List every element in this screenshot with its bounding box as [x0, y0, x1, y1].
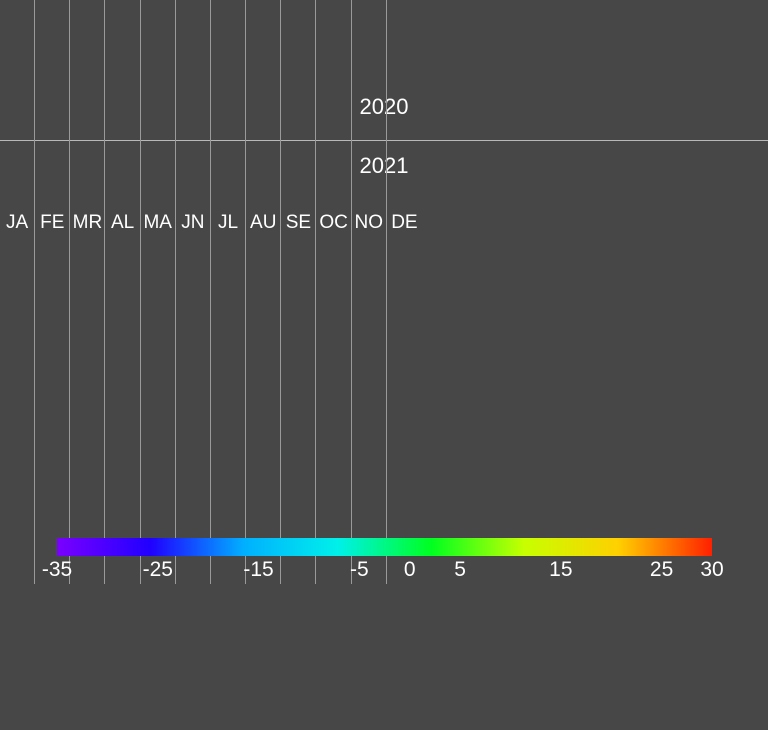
year-label-2021: 2021 [359, 153, 409, 178]
month-label-fe: FE [40, 212, 65, 233]
colorbar-tick-label: -35 [41, 558, 73, 581]
month-column-au: AU [246, 0, 282, 584]
month-label-jl: JL [218, 212, 239, 233]
month-column-jn: JN [176, 0, 211, 584]
colorbar-tick-label: -15 [243, 558, 274, 581]
year-label-2020: 2020 [359, 94, 409, 119]
colorbar-tick-label: 0 [403, 558, 416, 581]
year-panel: 2020 2021 [0, 0, 768, 281]
colorbar-tick-label: -5 [349, 558, 369, 581]
month-label-au: AU [250, 212, 277, 233]
colorbar-tick-label: 25 [649, 558, 674, 581]
month-label-jn: JN [181, 212, 205, 233]
month-label-oc: OC [319, 212, 348, 233]
month-column-ma: MA [141, 0, 176, 584]
month-column-jl: JL [211, 0, 247, 584]
month-label-se: SE [285, 212, 312, 233]
month-label-ja: JA [5, 212, 29, 233]
colorbar-tick-label: 30 [700, 558, 724, 581]
colorbar-tick-label: -25 [142, 558, 173, 581]
month-column-de: DE [387, 0, 422, 584]
colorbar-tick-label: 5 [454, 558, 466, 581]
month-column-no: NO [352, 0, 387, 584]
month-grid: JA FE MR AL MA JN JL AU SE OC NO DE [0, 0, 424, 730]
colorbar-tick-label: 15 [549, 558, 573, 581]
month-column-fe: FE [35, 0, 71, 584]
month-label-no: NO [354, 212, 383, 233]
month-label-de: DE [391, 212, 418, 233]
month-label-ma: MA [143, 212, 172, 233]
month-column-ja: JA [0, 0, 36, 584]
year-divider [0, 140, 768, 141]
month-label-al: AL [110, 212, 135, 233]
colorbar [57, 538, 712, 556]
month-column-mr: MR [70, 0, 106, 584]
month-column-se: SE [281, 0, 317, 584]
month-label-mr: MR [72, 212, 103, 233]
month-column-oc: OC [317, 0, 352, 584]
month-column-al: AL [106, 0, 141, 584]
